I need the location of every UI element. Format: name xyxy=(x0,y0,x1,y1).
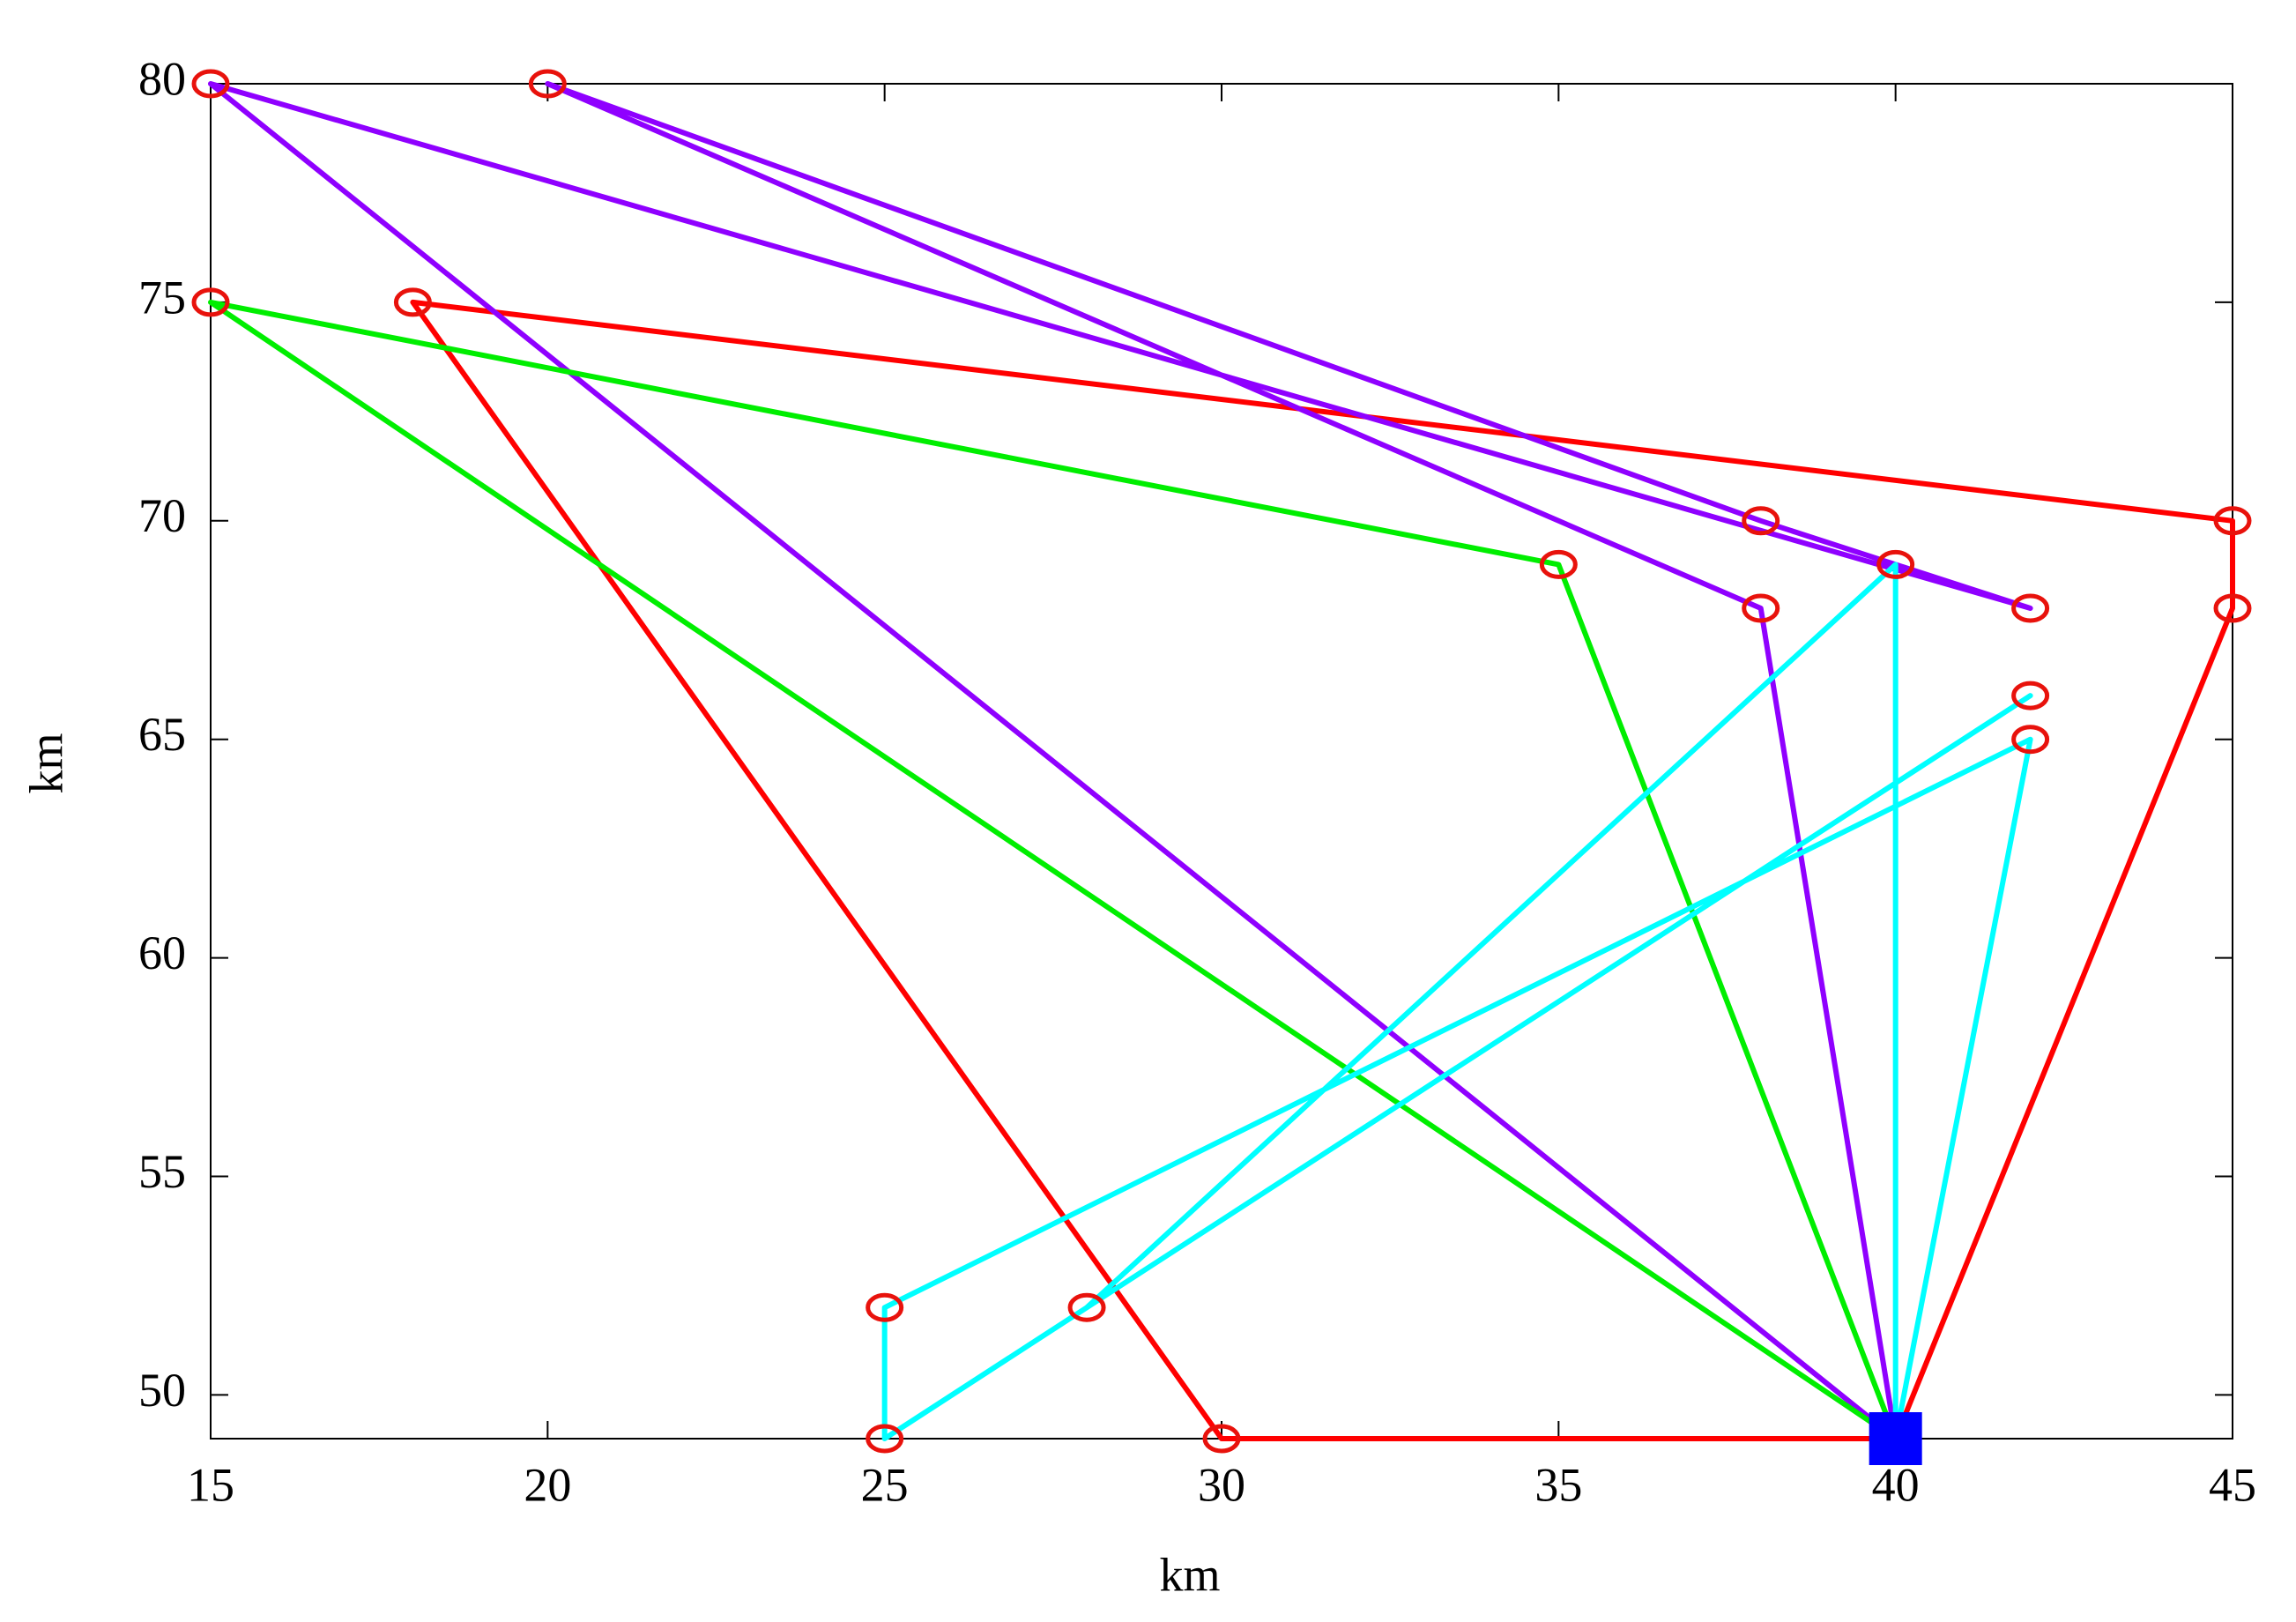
x-axis-label: km xyxy=(1159,1548,1220,1601)
x-tick-label: 15 xyxy=(187,1458,234,1511)
customer-marker xyxy=(1067,1292,1106,1322)
customer-marker xyxy=(1876,549,1915,579)
customer-marker xyxy=(2011,593,2050,623)
route-line xyxy=(410,299,2235,1441)
x-tick-label: 30 xyxy=(1198,1458,1245,1511)
x-tick-label: 45 xyxy=(2209,1458,2256,1511)
customer-marker xyxy=(191,287,230,317)
x-tick-label: 40 xyxy=(1872,1458,1920,1511)
y-tick-label: 60 xyxy=(138,926,186,979)
customer-marker xyxy=(866,1424,904,1454)
y-tick-label: 55 xyxy=(138,1145,186,1198)
customer-marker xyxy=(2011,681,2050,711)
x-tick-label: 25 xyxy=(861,1458,909,1511)
y-tick-label: 80 xyxy=(138,52,186,105)
y-tick-label: 70 xyxy=(138,489,186,542)
y-tick-label: 65 xyxy=(138,708,186,761)
customer-marker xyxy=(2011,725,2050,755)
customer-marker xyxy=(866,1292,904,1322)
y-tick-label: 50 xyxy=(138,1364,186,1417)
route-line xyxy=(208,299,1898,1441)
customer-marker xyxy=(528,69,567,99)
route-line xyxy=(208,81,2033,1441)
customer-marker xyxy=(1742,506,1780,536)
customer-marker xyxy=(2213,506,2252,536)
x-tick-label: 35 xyxy=(1534,1458,1582,1511)
customer-marker xyxy=(2213,593,2252,623)
route-line xyxy=(881,562,2033,1441)
customer-marker xyxy=(1742,593,1780,623)
customer-marker xyxy=(1539,549,1578,579)
customer-marker xyxy=(191,69,230,99)
y-tick-label: 75 xyxy=(138,271,186,324)
x-tick-label: 20 xyxy=(524,1458,571,1511)
customer-marker xyxy=(393,287,432,317)
customer-marker xyxy=(1202,1424,1241,1454)
y-axis-label: km xyxy=(19,733,72,793)
depot-marker xyxy=(1869,1412,1922,1465)
